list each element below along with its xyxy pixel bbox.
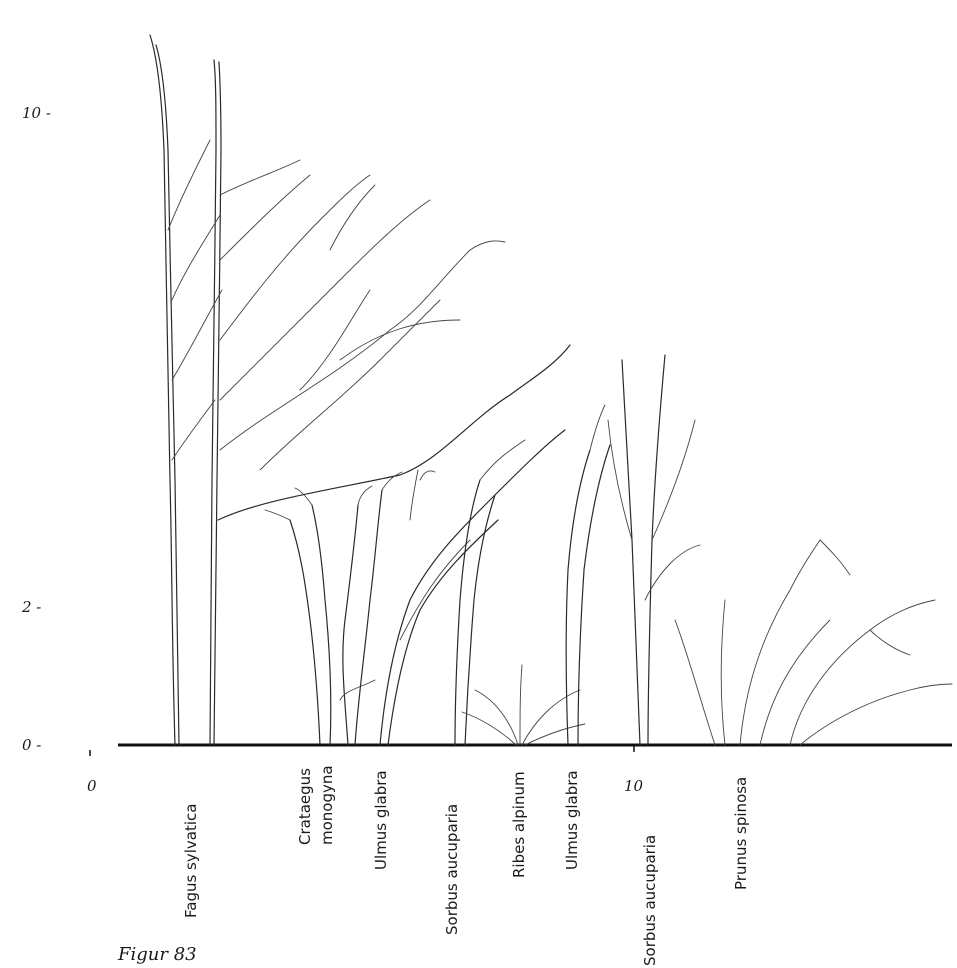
ulmus-glabra-2-drawing bbox=[565, 404, 611, 746]
figure-caption: Figur 83 bbox=[117, 944, 197, 965]
sorbus-aucuparia-2-drawing bbox=[607, 354, 701, 746]
sorbus-aucuparia-1-drawing bbox=[454, 439, 526, 746]
crataegus-drawing bbox=[264, 471, 403, 746]
y-label-2: 2 - bbox=[21, 598, 41, 616]
label-sorbus-aucuparia-1: Sorbus aucuparia bbox=[443, 804, 461, 935]
prunus-spinosa-drawing bbox=[674, 539, 953, 746]
label-crataegus-line1: Crataegus bbox=[296, 768, 314, 845]
label-fagus-sylvatica: Fagus sylvatica bbox=[182, 804, 200, 918]
label-ribes-alpinum: Ribes alpinum bbox=[510, 771, 528, 878]
label-ulmus-glabra-2: Ulmus glabra bbox=[563, 770, 581, 870]
label-prunus-spinosa: Prunus spinosa bbox=[732, 777, 750, 890]
label-crataegus-line2: monogyna bbox=[318, 765, 336, 845]
ribes-alpinum-drawing bbox=[461, 664, 586, 746]
x-label-0: 0 bbox=[87, 777, 97, 795]
label-ulmus-glabra-1: Ulmus glabra bbox=[372, 770, 390, 870]
fagus-sylvatica-drawing bbox=[149, 34, 571, 746]
label-sorbus-aucuparia-2: Sorbus aucuparia bbox=[641, 835, 659, 966]
y-label-0: 0 - bbox=[22, 736, 41, 754]
ulmus-glabra-1-drawing bbox=[379, 429, 566, 746]
x-label-10: 10 bbox=[624, 777, 644, 795]
y-label-10: 10 - bbox=[22, 104, 51, 122]
